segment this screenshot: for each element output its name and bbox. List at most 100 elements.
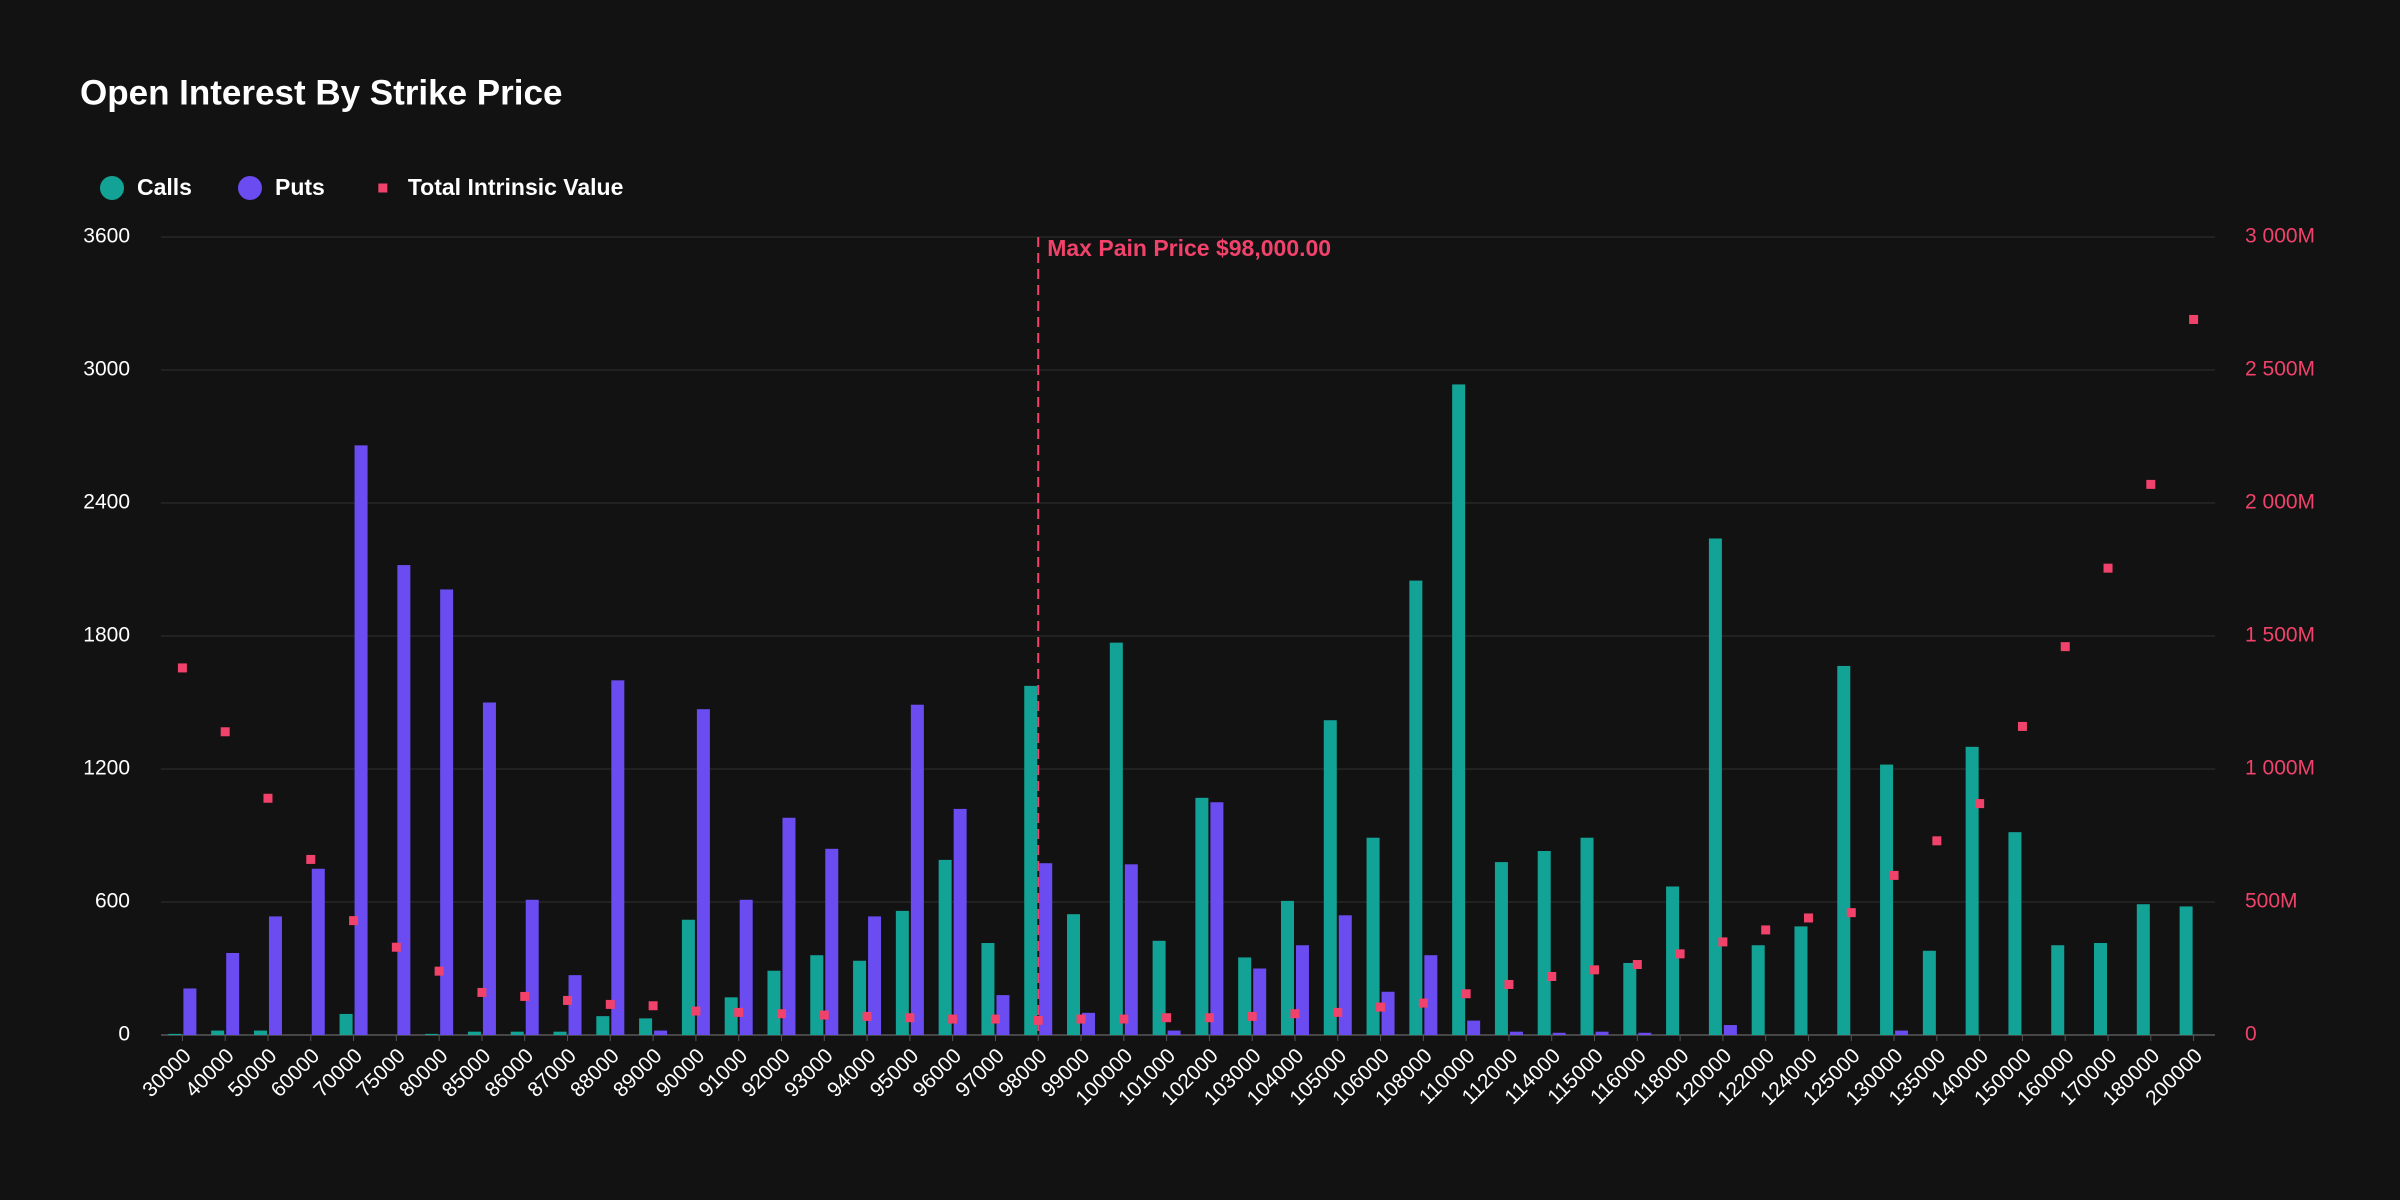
point	[177, 663, 187, 673]
bar	[739, 899, 753, 1035]
bar	[1039, 863, 1053, 1035]
y2-tick-label: 3 000M	[2245, 225, 2315, 248]
bar	[1323, 720, 1337, 1035]
bar	[211, 1030, 225, 1035]
bar	[1509, 1031, 1523, 1035]
bar	[2136, 904, 2150, 1035]
bar	[1409, 580, 1423, 1035]
point	[1504, 979, 1514, 989]
bar	[168, 1033, 182, 1035]
bar	[525, 899, 539, 1035]
bar	[1623, 962, 1637, 1035]
y2-tick-label: 500M	[2245, 890, 2298, 913]
bar	[1638, 1032, 1652, 1035]
point	[434, 966, 444, 976]
bar	[868, 916, 882, 1035]
point	[905, 1013, 915, 1023]
bar	[1424, 955, 1438, 1035]
y-tick-label: 0	[118, 1023, 130, 1046]
point	[1718, 937, 1728, 947]
point	[2060, 642, 2070, 652]
bar	[981, 943, 995, 1035]
y2-tick-label: 1 500M	[2245, 624, 2315, 647]
bar	[268, 916, 282, 1035]
point	[1247, 1011, 1257, 1021]
y-tick-label: 1200	[83, 757, 130, 780]
bar	[611, 680, 625, 1035]
bar	[397, 565, 411, 1035]
bar	[1467, 1020, 1481, 1035]
bar	[910, 704, 924, 1035]
bar	[953, 808, 967, 1035]
bar	[681, 919, 695, 1035]
point	[734, 1007, 744, 1017]
point	[263, 793, 273, 803]
y2-tick-label: 0	[2245, 1023, 2257, 1046]
bar	[482, 702, 496, 1035]
y-tick-label: 1800	[83, 624, 130, 647]
bar	[1280, 900, 1294, 1035]
bar	[639, 1018, 653, 1035]
point	[1418, 998, 1428, 1008]
bar	[1751, 945, 1765, 1035]
bar	[339, 1013, 353, 1035]
bar	[2179, 906, 2193, 1035]
point	[691, 1006, 701, 1016]
point	[1889, 870, 1899, 880]
bar	[1537, 851, 1551, 1035]
bar	[1595, 1031, 1609, 1035]
bar	[1895, 1030, 1909, 1035]
bar	[1381, 991, 1395, 1035]
point	[605, 999, 615, 1009]
point	[1290, 1009, 1300, 1019]
point	[1333, 1007, 1343, 1017]
y2-tick-label: 1 000M	[2245, 757, 2315, 780]
point	[349, 916, 359, 926]
point	[1590, 965, 1600, 975]
point	[1461, 989, 1471, 999]
bar	[1124, 864, 1138, 1035]
bar	[1295, 945, 1309, 1035]
bar	[2051, 945, 2065, 1035]
legend-label: Puts	[275, 174, 325, 200]
bar	[311, 868, 325, 1035]
bar	[1210, 802, 1224, 1035]
point	[1975, 799, 1985, 809]
y-tick-label: 3600	[83, 225, 130, 248]
bar	[1253, 968, 1267, 1035]
bar	[510, 1031, 524, 1035]
point	[2103, 563, 2113, 573]
y-tick-label: 3000	[83, 358, 130, 381]
point	[990, 1014, 1000, 1024]
point	[1675, 949, 1685, 959]
point	[1162, 1013, 1172, 1023]
point	[1547, 971, 1557, 981]
point	[1119, 1014, 1129, 1024]
point	[391, 942, 401, 952]
point	[306, 854, 316, 864]
point	[1204, 1013, 1214, 1023]
point	[948, 1014, 958, 1024]
y2-tick-label: 2 500M	[2245, 358, 2315, 381]
bar	[1965, 746, 1979, 1035]
point	[1033, 1015, 1043, 1025]
bar	[2094, 943, 2108, 1035]
bar	[1494, 862, 1508, 1035]
bar	[596, 1016, 610, 1035]
point	[648, 1001, 658, 1011]
legend-marker	[100, 176, 124, 200]
point	[2189, 314, 2199, 324]
legend-marker	[237, 176, 262, 200]
bar	[1167, 1030, 1181, 1035]
point	[819, 1010, 829, 1020]
legend-marker	[378, 183, 388, 193]
point	[1803, 913, 1813, 923]
bar	[895, 910, 909, 1035]
bar	[1666, 886, 1680, 1035]
legend-label: Total Intrinsic Value	[408, 174, 624, 200]
bar	[1837, 665, 1851, 1035]
point	[220, 727, 230, 737]
bar	[253, 1030, 267, 1035]
bar	[853, 960, 867, 1035]
